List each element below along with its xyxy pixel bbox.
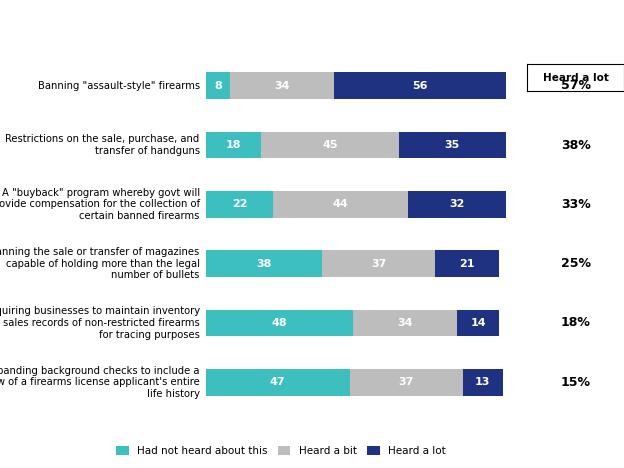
Text: 18%: 18%: [561, 316, 590, 329]
Bar: [436, 250, 499, 277]
Bar: [353, 310, 457, 336]
Bar: [206, 250, 322, 277]
Text: 57%: 57%: [560, 79, 591, 92]
Text: 8: 8: [214, 81, 222, 91]
Text: Expanding background checks to include a
review of a firearms license applicant': Expanding background checks to include a…: [0, 366, 200, 399]
Bar: [206, 310, 353, 336]
Bar: [457, 310, 499, 336]
Bar: [407, 191, 505, 218]
Bar: [334, 73, 505, 99]
Text: 18: 18: [226, 140, 241, 150]
Text: 37: 37: [371, 259, 386, 269]
Text: 32: 32: [449, 199, 464, 209]
Text: Banning "assault-style" firearms: Banning "assault-style" firearms: [37, 81, 200, 91]
Text: 45: 45: [322, 140, 338, 150]
Text: 56: 56: [412, 81, 427, 91]
Bar: [230, 73, 334, 99]
Text: 34: 34: [275, 81, 290, 91]
Text: 15%: 15%: [560, 376, 591, 389]
Text: 25%: 25%: [560, 257, 591, 270]
Text: Restrictions on the sale, purchase, and
transfer of handguns: Restrictions on the sale, purchase, and …: [6, 134, 200, 156]
Text: 14: 14: [470, 318, 486, 328]
Text: 35: 35: [444, 140, 460, 150]
Text: Requiring businesses to maintain inventory
and sales records of non-restricted f: Requiring businesses to maintain invento…: [0, 307, 200, 339]
Text: 13: 13: [475, 377, 490, 387]
Bar: [399, 132, 505, 158]
Bar: [206, 132, 261, 158]
Bar: [206, 73, 230, 99]
Bar: [273, 191, 407, 218]
Text: 33%: 33%: [561, 198, 590, 211]
Text: 38%: 38%: [561, 139, 590, 152]
Text: 21: 21: [460, 259, 475, 269]
Bar: [261, 132, 399, 158]
Bar: [206, 191, 273, 218]
Bar: [322, 250, 436, 277]
Text: 48: 48: [271, 318, 287, 328]
Legend: Had not heard about this, Heard a bit, Heard a lot: Had not heard about this, Heard a bit, H…: [112, 442, 450, 461]
Text: 47: 47: [270, 377, 286, 387]
Bar: [206, 369, 349, 395]
Text: Banning the sale or transfer of magazines
capable of holding more than the legal: Banning the sale or transfer of magazine…: [0, 247, 200, 280]
Bar: [349, 369, 463, 395]
Text: 44: 44: [333, 199, 348, 209]
Text: Heard a lot: Heard a lot: [543, 73, 608, 83]
Text: 38: 38: [256, 259, 271, 269]
Text: 34: 34: [397, 318, 412, 328]
Text: 22: 22: [232, 199, 247, 209]
Bar: [463, 369, 502, 395]
Text: 37: 37: [399, 377, 414, 387]
Text: Work w.
Vulnerable: Work w. Vulnerable: [542, 29, 609, 51]
Text: A "buyback" program whereby govt will
provide compensation for the collection of: A "buyback" program whereby govt will pr…: [0, 188, 200, 221]
